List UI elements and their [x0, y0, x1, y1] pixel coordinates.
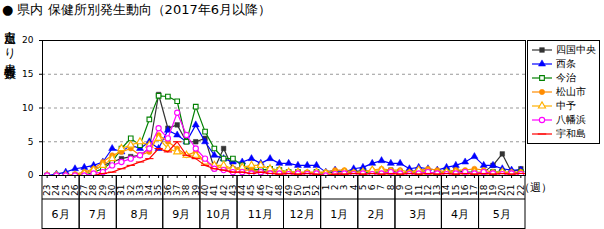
svg-text:26: 26: [69, 184, 80, 196]
html-text:松山市: 松山市: [556, 86, 586, 97]
svg-text:5月: 5月: [493, 208, 511, 221]
svg-text:12: 12: [422, 184, 433, 196]
svg-text:52: 52: [311, 184, 322, 196]
svg-text:15: 15: [450, 184, 461, 196]
svg-text:34: 34: [144, 184, 155, 196]
svg-text:20: 20: [497, 184, 508, 196]
svg-text:12月: 12月: [290, 208, 315, 221]
svg-text:10: 10: [404, 184, 415, 196]
svg-text:33: 33: [134, 184, 145, 196]
html-text:今治: 今治: [556, 72, 576, 83]
svg-text:4: 4: [348, 184, 359, 191]
svg-text:9月: 9月: [172, 208, 190, 221]
svg-text:29: 29: [97, 184, 108, 196]
svg-text:19: 19: [487, 184, 498, 196]
svg-text:11: 11: [413, 184, 424, 196]
svg-text:7月: 7月: [89, 208, 107, 221]
svg-text:46: 46: [255, 184, 266, 196]
svg-text:10月: 10月: [206, 208, 231, 221]
svg-text:32: 32: [125, 184, 136, 196]
html-text:西条: 西条: [556, 58, 576, 69]
svg-text:45: 45: [246, 184, 257, 196]
svg-text:42: 42: [218, 184, 229, 196]
svg-text:8: 8: [385, 184, 396, 191]
svg-text:50: 50: [292, 184, 303, 196]
svg-text:44: 44: [237, 184, 248, 196]
svg-text:3: 3: [339, 184, 350, 191]
svg-text:39: 39: [190, 184, 201, 196]
html-text:八幡浜: 八幡浜: [556, 114, 586, 125]
svg-text:24: 24: [51, 184, 62, 196]
svg-text:1月: 1月: [330, 208, 348, 221]
svg-text:2月: 2月: [367, 208, 385, 221]
svg-text:43: 43: [227, 184, 238, 196]
svg-text:1: 1: [320, 184, 331, 191]
svg-text:5: 5: [28, 137, 34, 147]
html-text:● 県内 保健所別発生動向（2017年6月以降）: ● 県内 保健所別発生動向（2017年6月以降）: [2, 2, 271, 17]
svg-text:21: 21: [506, 184, 517, 196]
svg-text:30: 30: [107, 184, 117, 196]
svg-text:51: 51: [302, 184, 313, 196]
svg-text:47: 47: [264, 184, 275, 196]
svg-text:17: 17: [469, 184, 480, 196]
svg-text:13: 13: [432, 184, 443, 196]
svg-text:27: 27: [79, 184, 90, 196]
svg-text:0: 0: [28, 170, 34, 180]
svg-text:37: 37: [172, 184, 183, 196]
svg-text:3月: 3月: [409, 208, 427, 221]
html-text:宇和島: 宇和島: [556, 128, 586, 139]
svg-text:9: 9: [395, 184, 405, 191]
html-text:中予: 中予: [556, 100, 576, 111]
html-text:四国中央: 四国中央: [556, 44, 596, 55]
svg-text:31: 31: [116, 184, 127, 196]
svg-text:35: 35: [153, 184, 164, 196]
svg-text:（週）: （週）: [519, 181, 552, 194]
svg-text:28: 28: [88, 184, 99, 196]
svg-text:8月: 8月: [131, 208, 149, 221]
svg-text:48: 48: [274, 184, 285, 196]
svg-text:20: 20: [22, 35, 34, 45]
svg-text:15: 15: [22, 69, 33, 79]
svg-text:16: 16: [460, 184, 470, 196]
svg-text:36: 36: [162, 184, 173, 196]
svg-text:10: 10: [22, 103, 34, 113]
svg-text:4月: 4月: [451, 208, 469, 221]
svg-text:14: 14: [441, 184, 452, 196]
svg-text:6月: 6月: [52, 208, 70, 221]
svg-text:6: 6: [367, 184, 378, 191]
svg-text:定点当たり患者報告数: 定点当たり患者報告数: [3, 21, 17, 80]
svg-text:23: 23: [42, 184, 52, 196]
svg-text:18: 18: [478, 184, 489, 196]
svg-text:2: 2: [330, 184, 340, 191]
svg-text:40: 40: [199, 184, 210, 196]
svg-text:7: 7: [376, 184, 387, 191]
svg-text:5: 5: [357, 184, 368, 191]
svg-text:49: 49: [283, 184, 294, 196]
svg-text:11月: 11月: [248, 208, 273, 221]
svg-text:41: 41: [209, 184, 220, 196]
svg-text:38: 38: [181, 184, 192, 196]
svg-text:25: 25: [60, 184, 71, 196]
